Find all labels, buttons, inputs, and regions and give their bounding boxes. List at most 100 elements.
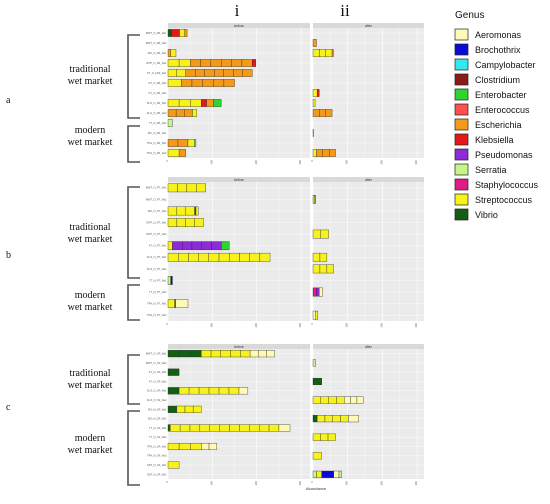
bar-segment-escherichia [206,99,214,107]
y-tick-label: MWT_O_SF_Ne2 [146,361,167,365]
legend-title: Genus [455,10,484,21]
x-tick-label: 200 [254,322,258,327]
legend: Genus Aeromonas Brochothrix Campylobacter C… [454,10,539,221]
bar-segment-vibrio [167,405,178,413]
x-tick-label: 200 [254,480,258,485]
legend-swatch-staphylococcus [454,178,469,191]
facet-b-after: after 0 100 200 300 [310,177,424,327]
x-tick-label: 100 [345,322,349,327]
panel-a: before 0 100 200 300 MWT_O_FR_Ne1 MWT_O_FR_Ne2… [146,23,424,164]
bar-segment-streptococcus [178,442,191,451]
bar-segment-streptococcus [186,183,197,193]
bar-segment-escherichia [167,49,171,57]
bar-segment-streptococcus [218,252,230,262]
brace-b-traditional [127,186,140,279]
bar-segment-escherichia [177,139,189,147]
x-tick-label: 100 [345,480,349,485]
y-tick-label: KT_O_FR_Ne1 [149,81,167,85]
facet-strip [168,344,310,349]
bar-segment-campylobacter [194,139,197,147]
bar-segment-aeromonas [333,470,340,478]
bar-segment-streptococcus [167,241,173,251]
x-tick-label: 300 [414,322,418,327]
y-tick-label: KLO_O_PT_Ne1 [147,255,167,259]
group-label-b-mod-2: wet market [68,302,113,313]
panel-label-c: c [6,402,11,413]
bar-segment-escherichia [185,69,196,77]
bar-segment-streptococcus [319,264,328,274]
bar-segment-streptococcus [324,415,333,423]
bar-segment-escherichia [312,109,320,117]
panels: before 0 100 200 300 MWT_O_FR_Ne1 MWT_O_FR_Ne2… [146,23,424,491]
x-tick-label: 300 [298,480,302,485]
bar-segment-escherichia [223,79,235,87]
bar-segment-streptococcus [189,424,201,432]
bar-segment-streptococcus [208,252,220,262]
bar-segment-streptococcus [312,89,318,97]
bar-segment-streptococcus [185,218,195,227]
facet-strip-label: before [234,178,244,182]
legend-swatch-enterococcus [454,103,469,116]
legend-swatch-serratia [454,163,469,176]
bar-segment-aeromonas [266,350,275,358]
bar-segment-streptococcus [327,433,336,441]
bar-segment-aeromonas [350,396,358,404]
legend-swatch-clostridium [454,73,469,86]
bar-segment-vibrio [167,368,180,376]
bar-segment-streptococcus [178,59,191,67]
facet-strip-label: after [365,178,373,182]
bar-segment-streptococcus [188,387,200,395]
brace-c-traditional [127,354,140,405]
bar-segment-klebsiella [171,29,180,37]
bar-segment-pseudomonas [182,241,193,251]
plot-background [168,182,310,321]
bar-segment-streptococcus [312,49,320,57]
x-tick-label: 200 [379,159,383,164]
legend-swatch-klebsiella [454,133,469,146]
bar-segment-streptococcus [201,350,212,358]
facet-strip [313,177,424,182]
bar-segment-streptococcus [340,415,349,423]
bar-segment-streptococcus [167,149,180,157]
bar-segment-streptococcus [192,109,198,117]
bar-segment-streptococcus [230,350,241,358]
bar-segment-escherichia [191,79,203,87]
bar-segment-streptococcus [209,424,220,432]
bar-segment-streptococcus [336,396,345,404]
bar-segment-streptococcus [176,69,186,77]
bar-segment-serratia [167,119,173,127]
bar-segment-streptococcus [178,99,191,107]
bar-segment-streptococcus [178,252,189,262]
group-label-a-mod-1: modern [75,125,106,136]
bar-segment-serratia [167,276,171,285]
y-tick-label: KLO_O_SF_Ne2 [147,398,167,402]
y-tick-label: KLO_O_FR_Ne1 [147,101,167,105]
facet-strip [313,23,424,28]
brace-a-traditional [127,34,140,119]
x-tick-label: 0 [310,480,314,482]
legend-label-pseudomonas: Pseudomonas [475,150,533,160]
bar-segment-serratia [312,359,316,367]
bar-segment-streptococcus [312,452,322,460]
bar-segment-streptococcus [319,49,326,57]
bar-segment-vibrio [312,377,322,386]
bar-segment-vibrio [167,387,180,395]
bar-segment-streptococcus [312,149,317,157]
bar-segment-streptococcus [198,387,210,395]
column-label-ii: ii [340,1,350,20]
bar-segment-vibrio [314,195,316,204]
bar-segment-aeromonas [258,350,267,358]
x-tick-label: 100 [209,322,213,327]
plot-background [313,349,424,479]
bar-segment-streptococcus [328,396,337,404]
bar-segment-pseudomonas [211,241,222,251]
facet-strip-label: before [234,345,244,349]
bar-segment-streptococcus [167,69,178,77]
y-tick-label: TT_N_SF_Ne2 [149,435,167,439]
legend-swatch-campylobacter [454,58,469,71]
bar-segment-aeromonas [208,442,217,451]
facet-a-before: before 0 100 200 300 MWT_O_FR_Ne1 MWT_O_FR_Ne2… [146,23,310,164]
legend-label-escherichia: Escherichia [475,120,522,130]
panel-label-b: b [6,250,11,261]
